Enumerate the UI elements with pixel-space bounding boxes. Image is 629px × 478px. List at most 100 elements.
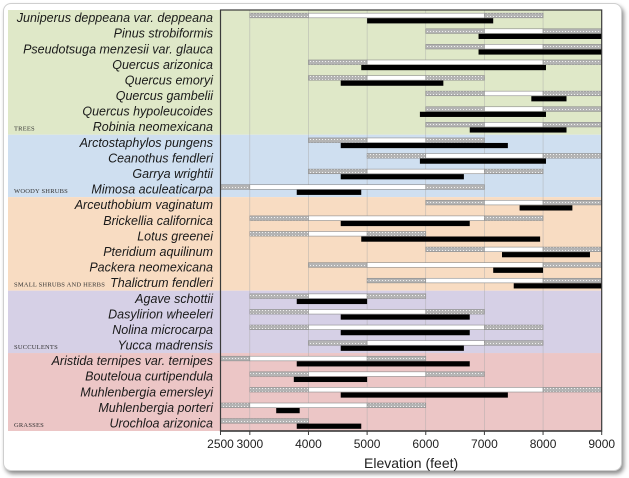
marginal-range-low-bar [425,44,485,50]
marginal-range-low-bar [220,184,251,190]
marginal-range-high-bar [366,293,427,299]
marginal-range-high-bar [542,153,602,159]
x-tick-label: 3000 [236,437,263,451]
species-label: Nolina microcarpa [112,323,213,337]
species-label: Quercus hypoleucoides [82,105,213,119]
marginal-range-high-bar [425,75,485,81]
marginal-range-low-bar [249,371,309,377]
group-band-small-shrubs-and-herbs [8,197,602,291]
observed-range-bar [340,80,444,86]
species-label: Robinia neomexicana [93,120,213,134]
marginal-range-high-bar [366,402,427,408]
core-range-bar [308,371,427,377]
core-range-bar [366,340,485,346]
species-label: Thalictrum fendleri [110,276,214,290]
core-range-bar [484,44,544,50]
x-tick-label: 9000 [588,437,615,451]
marginal-range-low-bar [308,168,368,175]
marginal-range-low-bar [425,200,485,206]
x-axis: 2500 3000 4000 5000 6000 7000 8000 9000 [207,9,615,451]
species-label: Mimosa aculeaticarpa [91,183,213,197]
core-range-bar [484,122,544,128]
x-tick-label: 2500 [207,437,234,451]
observed-range-bar [519,205,573,211]
x-tick-label: 6000 [412,437,439,451]
marginal-range-high-bar [484,215,544,221]
marginal-range-high-bar [542,387,602,393]
marginal-range-high-bar [425,371,485,377]
group-label: SMALL SHRUBS AND HERBS [14,282,105,289]
core-range-bar [484,200,544,206]
species-label: Lotus greenei [137,229,214,243]
x-tick-label: 8000 [530,437,557,451]
species-label: Yucca madrensis [118,339,213,353]
marginal-range-high-bar [542,277,602,284]
marginal-range-low-bar [425,28,485,34]
core-range-bar [308,293,368,299]
marginal-range-high-bar [542,200,602,206]
group-label: SUCCULENTS [14,344,58,351]
observed-range-bar [340,174,464,180]
marginal-range-low-bar [249,12,309,19]
marginal-range-low-bar [249,324,309,330]
marginal-range-low-bar [249,293,309,299]
marginal-range-low-bar [425,106,485,112]
marginal-range-low-bar [308,75,368,81]
core-range-bar [249,402,368,408]
core-range-bar [366,75,427,81]
observed-range-bar [513,283,602,289]
core-range-bar [484,106,544,112]
marginal-range-low-bar [308,340,368,346]
observed-range-bar [361,64,546,71]
marginal-range-high-bar [542,262,602,268]
observed-range-bar [367,18,494,24]
x-tick-label: 4000 [295,437,322,451]
species-label: Muhlenbergia porteri [98,401,214,415]
marginal-range-high-bar [425,309,485,315]
marginal-range-low-bar [220,402,251,408]
marginal-range-high-bar [425,184,485,190]
species-label: Packera neomexicana [89,261,213,275]
marginal-range-high-bar [484,324,544,330]
marginal-range-high-bar [542,90,602,97]
observed-range-bar [340,314,470,320]
marginal-range-low-bar [425,246,485,252]
observed-range-bar [502,252,590,258]
core-range-bar [366,137,427,143]
species-label: Juniperus deppeana var. deppeana [16,11,213,25]
group-label: WOODY SHRUBS [14,188,68,195]
species-label: Quercus arizonica [112,58,213,72]
marginal-range-high-bar [366,231,427,237]
marginal-range-high-bar [484,12,544,19]
marginal-range-high-bar [542,59,602,65]
species-label: Quercus emoryi [125,73,214,87]
core-range-bar [366,59,544,65]
marginal-range-high-bar [542,44,602,50]
core-range-bar [308,387,544,393]
observed-range-bar [469,127,567,133]
species-label: Brickellia californica [103,214,213,228]
observed-range-bar [276,408,300,414]
observed-range-bar [419,158,546,164]
species-labels: TREES Juniperus deppeana var. deppeana Pin… [14,11,214,430]
species-label: Agave schottii [134,292,214,306]
marginal-range-low-bar [308,59,368,65]
marginal-range-low-bar [366,153,427,159]
x-tick-label: 7000 [471,437,498,451]
species-label: Arctostaphylos pungens [79,136,213,150]
marginal-range-low-bar [249,231,309,237]
species-label: Arceuthobium vaginatum [74,198,213,212]
observed-range-bar [340,142,508,149]
marginal-range-high-bar [542,28,602,34]
core-range-bar [366,262,544,268]
species-label: Pteridium aquilinum [103,245,213,259]
core-range-bar [308,12,485,19]
species-label: Aristida ternipes var. ternipes [51,354,213,368]
marginal-range-high-bar [484,340,544,346]
group-label: TREES [14,126,35,133]
x-tick-label: 5000 [354,437,381,451]
species-label: Dasylirion wheeleri [108,307,214,321]
marginal-range-high-bar [542,106,602,112]
marginal-range-high-bar [542,122,602,128]
